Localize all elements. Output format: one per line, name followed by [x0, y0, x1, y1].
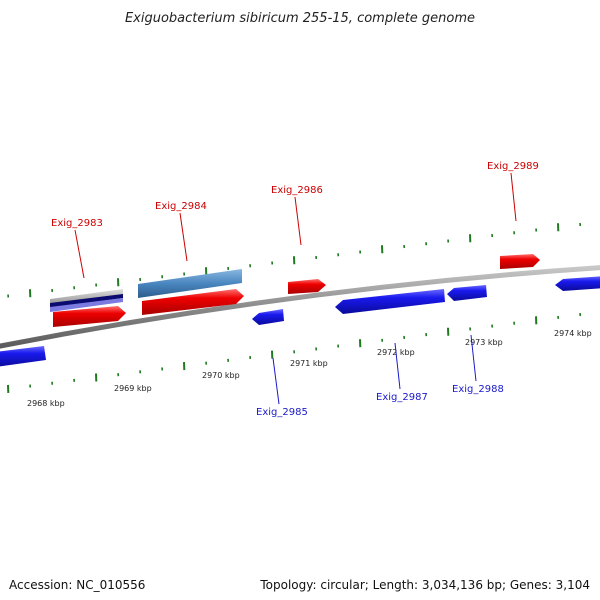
leader-line-exig-2988 — [470, 334, 477, 382]
gene-label-exig-2988[interactable]: Exig_2988 — [452, 384, 504, 395]
gene-feature-exig-2988[interactable] — [447, 285, 487, 301]
leader-line-exig-2985 — [272, 357, 280, 405]
gene-label-exig-2986[interactable]: Exig_2986 — [271, 185, 323, 196]
gene-feature-exig-2986[interactable] — [288, 279, 326, 294]
accession-text: Accession: NC_010556 — [9, 578, 146, 592]
gene-label-exig-2984[interactable]: Exig_2984 — [155, 201, 207, 212]
gene-label-exig-2985[interactable]: Exig_2985 — [256, 407, 308, 418]
tick-label: 2968 kbp — [27, 399, 65, 408]
outer-tick-ring — [7, 222, 582, 298]
leader-line-exig-2989 — [510, 172, 517, 222]
gene-feature-right[interactable] — [555, 276, 600, 291]
other-features — [50, 269, 242, 312]
leader-line-exig-2983 — [74, 229, 85, 279]
gene-feature-exig-2983[interactable] — [53, 306, 126, 327]
tick-label: 2971 kbp — [290, 359, 328, 368]
reverse-strand-genes — [0, 276, 600, 367]
gene-feature-exig-2987[interactable] — [335, 289, 445, 314]
gene-feature-exig-2984[interactable] — [142, 289, 244, 315]
leader-line-exig-2984 — [179, 212, 188, 262]
topology-text: Topology: circular; Length: 3,034,136 bp… — [260, 578, 590, 592]
genome-backbone — [0, 265, 600, 349]
leader-line-exig-2986 — [294, 196, 302, 246]
gene-label-exig-2983[interactable]: Exig_2983 — [51, 218, 103, 229]
gene-label-exig-2989[interactable]: Exig_2989 — [487, 161, 539, 172]
leader-line-exig-2987 — [394, 342, 401, 390]
gene-feature-exig-2989[interactable] — [500, 254, 540, 269]
inner-tick-ring — [7, 313, 582, 393]
gene-feature-left[interactable] — [0, 346, 46, 367]
feature-band-navy[interactable] — [50, 294, 123, 308]
tick-label: 2974 kbp — [554, 329, 592, 338]
feature-band-violet[interactable] — [50, 298, 123, 312]
tick-label: 2969 kbp — [114, 384, 152, 393]
tick-label: 2970 kbp — [202, 371, 240, 380]
label-leader-lines — [74, 172, 517, 405]
tick-label: 2973 kbp — [465, 338, 503, 347]
gene-label-exig-2987[interactable]: Exig_2987 — [376, 392, 428, 403]
forward-strand-genes — [53, 254, 540, 327]
feature-band-steel[interactable] — [138, 269, 242, 298]
genome-title: Exiguobacterium sibiricum 255-15, comple… — [125, 11, 475, 26]
gene-labels: Exig_2983 Exig_2984 Exig_2986 Exig_2989 … — [51, 161, 539, 418]
tick-labels: 2968 kbp 2969 kbp 2970 kbp 2971 kbp 2972… — [27, 329, 592, 408]
gene-feature-exig-2985[interactable] — [252, 309, 284, 325]
